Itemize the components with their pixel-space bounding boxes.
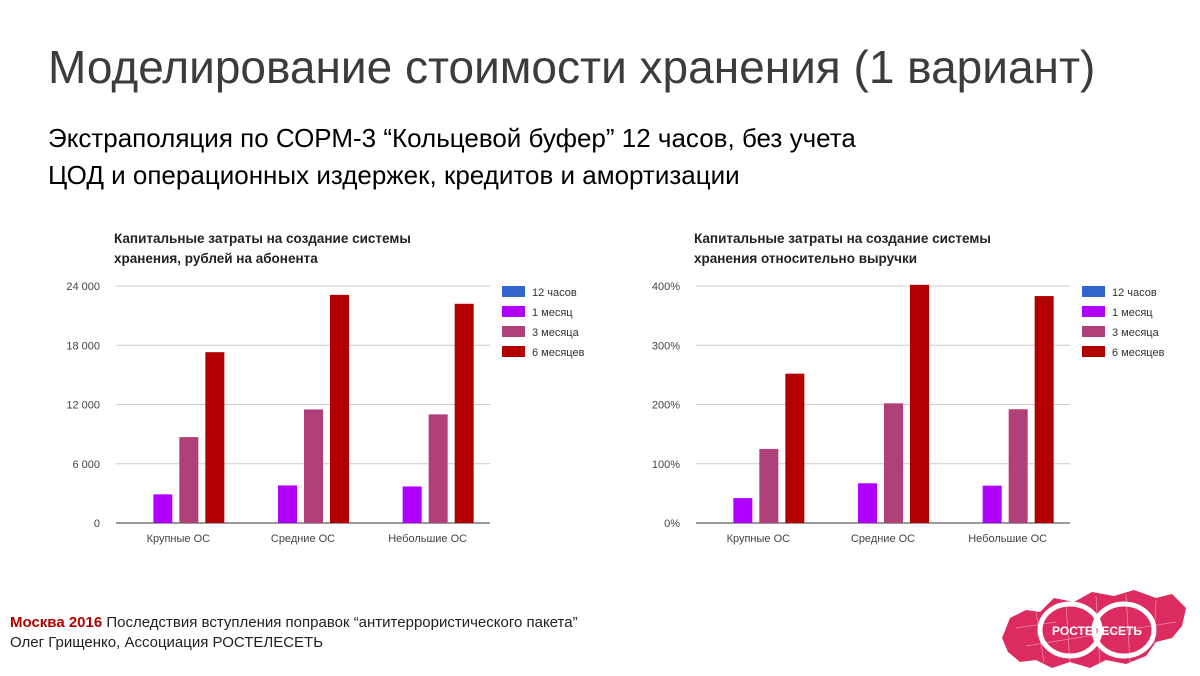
bar-6-месяцев [910,284,929,523]
bar-6-месяцев [330,294,349,523]
footer: Москва 2016 Последствия вступления попра… [10,613,578,653]
logo-ring-right [1091,601,1157,659]
legend-label: 12 часов [532,287,577,299]
y-tick-label: 0 [94,518,100,530]
footer-city-year: Москва 2016 [10,614,103,631]
x-tick-label: Крупные ОС [147,533,211,545]
legend-swatch [1082,306,1105,317]
chart-cost-per-subscriber: Капитальные затраты на создание системы х… [66,231,585,545]
legend-label: 1 месяц [1112,307,1153,319]
legend-label: 1 месяц [532,307,573,319]
legend-label: 3 месяца [532,327,580,339]
subtitle-line-1: Экстраполяция по СОРМ-3 “Кольцевой буфер… [48,123,856,153]
y-tick-label: 300% [652,340,680,352]
bar-1-месяц [278,485,297,523]
slide-subtitle: Экстраполяция по СОРМ-3 “Кольцевой буфер… [48,120,1048,194]
x-tick-label: Средние ОС [851,533,915,545]
bar-1-месяц [858,483,877,523]
y-tick-label: 400% [652,281,680,293]
legend-label: 6 месяцев [1112,347,1165,359]
legend-swatch [502,306,525,317]
legend-label: 12 часов [1112,287,1157,299]
subtitle-line-2: ЦОД и операционных издержек, кредитов и … [48,160,740,190]
x-tick-label: Средние ОС [271,533,335,545]
chart-cost-vs-revenue: Капитальные затраты на создание системы х… [652,231,1165,545]
slide-title: Моделирование стоимости хранения (1 вари… [48,41,1096,93]
y-tick-label: 0% [664,518,680,530]
footer-topic: Последствия вступления поправок “антитер… [102,614,578,631]
bar-1-месяц [982,485,1002,523]
footer-author: Олег Грищенко, Ассоциация РОСТЕЛЕСЕТЬ [10,634,324,651]
bar-3-месяца [179,437,199,523]
bar-6-месяцев [454,303,474,523]
legend-swatch [502,286,525,297]
y-tick-label: 24 000 [66,281,100,293]
y-tick-label: 18 000 [66,340,100,352]
bar-6-месяцев [785,373,805,523]
y-tick-label: 200% [652,400,680,412]
footer-line-1: Москва 2016 Последствия вступления попра… [10,613,578,633]
x-tick-label: Крупные ОС [727,533,791,545]
x-tick-label: Небольшие ОС [968,533,1047,545]
x-tick-label: Небольшие ОС [388,533,467,545]
logo-text: РОСТЕЛЕСЕТЬ [1052,624,1142,638]
bar-3-месяца [304,409,323,523]
legend-swatch [1082,286,1105,297]
chart-title-line-1: Капитальные затраты на создание системы [694,231,991,246]
bar-1-месяц [153,494,173,523]
chart-title-line-2: хранения относительно выручки [694,251,917,266]
legend-swatch [1082,346,1105,357]
legend-label: 6 месяцев [532,347,585,359]
bar-6-месяцев [1034,296,1054,523]
rostelecom-map-logo: РОСТЕЛЕСЕТЬ [1002,590,1186,668]
bar-6-месяцев [205,352,225,523]
bar-3-месяца [428,414,448,523]
logo-ring-left [1037,601,1103,659]
legend-label: 3 месяца [1112,327,1160,339]
y-tick-label: 6 000 [72,459,100,471]
bar-1-месяц [733,498,753,523]
bar-3-месяца [884,403,903,523]
bar-3-месяца [759,448,779,523]
chart-title-line-2: хранения, рублей на абонента [114,251,318,266]
legend-swatch [502,346,525,357]
bar-3-месяца [1008,409,1028,523]
y-tick-label: 100% [652,459,680,471]
y-tick-label: 12 000 [66,400,100,412]
bar-1-месяц [402,486,422,523]
chart-title-line-1: Капитальные затраты на создание системы [114,231,411,246]
legend-swatch [502,326,525,337]
legend-swatch [1082,326,1105,337]
